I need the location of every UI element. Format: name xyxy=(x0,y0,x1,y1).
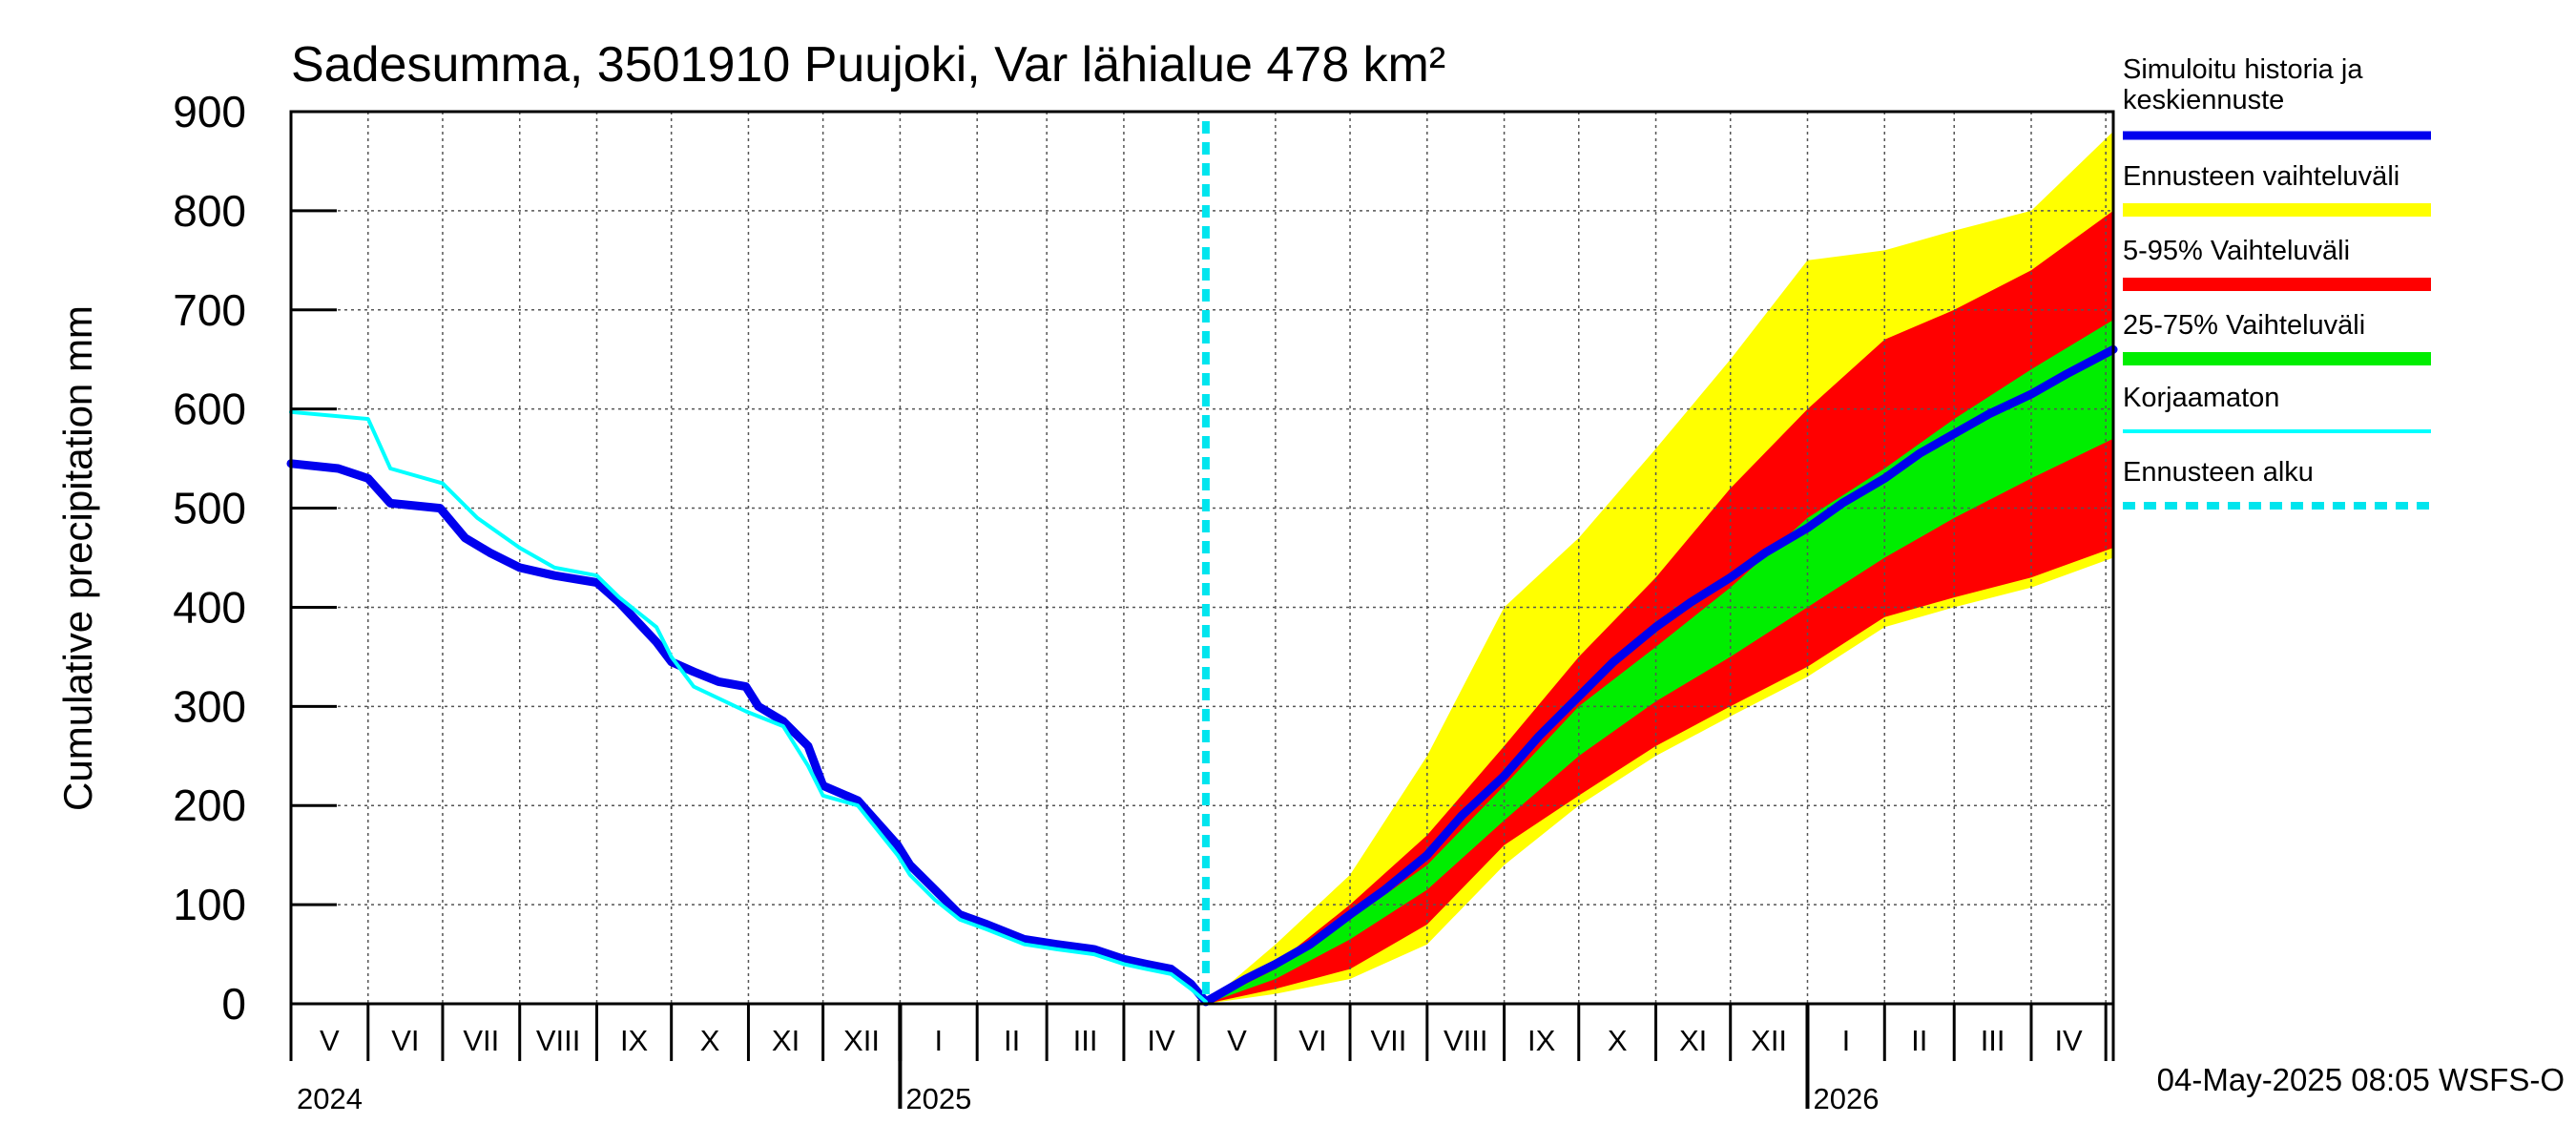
legend-label: Simuloitu historia ja xyxy=(2123,54,2363,85)
y-tick-label: 300 xyxy=(173,681,246,731)
month-label: VII xyxy=(1370,1024,1406,1057)
month-label: IX xyxy=(1527,1024,1556,1057)
legend-item: 5-95% Vaihteluväli xyxy=(2123,236,2431,291)
y-tick-label: 200 xyxy=(173,781,246,830)
plot-frame xyxy=(289,110,2115,1006)
y-tick-label: 900 xyxy=(173,87,246,136)
month-label: I xyxy=(934,1024,943,1057)
legend-label: 25-75% Vaihteluväli xyxy=(2123,310,2365,341)
legend-item: Ennusteen vaihteluväli xyxy=(2123,161,2431,217)
footer-timestamp: 04-May-2025 08:05 WSFS-O xyxy=(2157,1062,2565,1097)
series-lines xyxy=(286,121,2118,1007)
month-label: V xyxy=(1227,1024,1247,1057)
legend-item: Korjaamaton xyxy=(2123,383,2431,433)
month-label: XII xyxy=(843,1024,880,1057)
y-tick-label: 400 xyxy=(173,582,246,632)
year-label: 2026 xyxy=(1813,1082,1879,1115)
month-label: XI xyxy=(772,1024,800,1057)
month-label: VIII xyxy=(1444,1024,1488,1057)
month-label: I xyxy=(1842,1024,1851,1057)
y-tick-label: 800 xyxy=(173,186,246,236)
month-label: VII xyxy=(463,1024,499,1057)
band-1 xyxy=(1205,210,2113,1004)
month-label: II xyxy=(1911,1024,1927,1057)
month-label: IX xyxy=(620,1024,649,1057)
month-label: II xyxy=(1004,1024,1020,1057)
series-line-0 xyxy=(286,344,2118,1007)
month-label: X xyxy=(1608,1024,1628,1057)
legend-label: 5-95% Vaihteluväli xyxy=(2123,236,2350,266)
month-label: III xyxy=(1981,1024,2005,1057)
month-label: VI xyxy=(391,1024,419,1057)
y-tick-label: 600 xyxy=(173,385,246,434)
month-label: VIII xyxy=(536,1024,581,1057)
month-label: IV xyxy=(1147,1024,1175,1057)
y-tick-label: 100 xyxy=(173,880,246,929)
legend-label: Ennusteen vaihteluväli xyxy=(2123,161,2399,192)
y-tick-label: 0 xyxy=(221,979,246,1029)
legend-label: Ennusteen alku xyxy=(2123,457,2314,488)
legend-item: 25-75% Vaihteluväli xyxy=(2123,310,2431,365)
month-label: IV xyxy=(2054,1024,2083,1057)
chart-title: Sadesumma, 3501910 Puujoki, Var lähialue… xyxy=(291,37,1445,93)
year-label: 2024 xyxy=(297,1082,363,1115)
y-axis-label: Cumulative precipitation mm xyxy=(55,305,100,811)
grid xyxy=(291,112,2113,1004)
year-label: 2025 xyxy=(905,1082,971,1115)
month-label: III xyxy=(1073,1024,1098,1057)
month-label: X xyxy=(700,1024,720,1057)
series-line-1 xyxy=(289,409,1208,1004)
y-tick-label: 500 xyxy=(173,484,246,533)
month-label: V xyxy=(320,1024,340,1057)
forecast-bands xyxy=(1205,131,2113,1005)
month-label: XII xyxy=(1751,1024,1787,1057)
legend-item: Ennusteen alku xyxy=(2123,457,2431,510)
month-label: XI xyxy=(1679,1024,1707,1057)
legend-label: keskiennuste xyxy=(2123,85,2284,115)
band-2 xyxy=(1205,320,2113,1004)
legend-label: Korjaamaton xyxy=(2123,383,2279,413)
y-tick-label: 700 xyxy=(173,285,246,335)
month-label: VI xyxy=(1298,1024,1326,1057)
